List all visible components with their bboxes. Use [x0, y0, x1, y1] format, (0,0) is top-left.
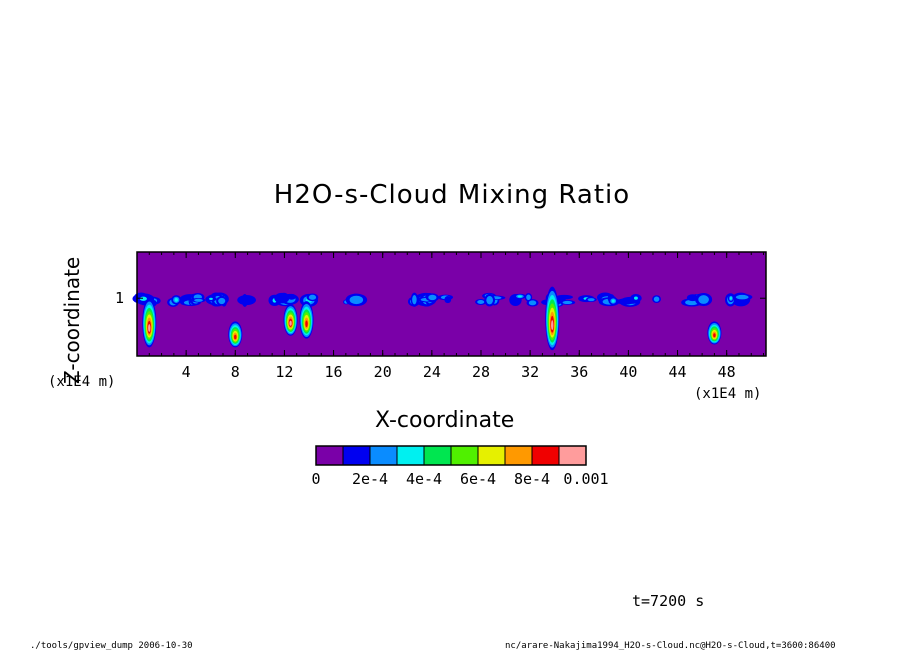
- cloud-layer-cell: [349, 295, 364, 305]
- cloud-layer-cell: [194, 298, 203, 302]
- y-tick-label: 1: [115, 289, 125, 308]
- cloud-layer-cell: [587, 298, 595, 302]
- x-tick-label: 16: [324, 363, 343, 381]
- x-tick-label: 32: [521, 363, 540, 381]
- y-axis-unit: (x1E4 m): [48, 374, 116, 390]
- x-tick-label: 24: [422, 363, 441, 381]
- colorbar-label: 4e-4: [405, 470, 443, 488]
- colorbar-swatch: [396, 445, 425, 466]
- x-axis-unit: (x1E4 m): [694, 386, 762, 402]
- colorbar-swatch: [504, 445, 533, 466]
- plot-area: [132, 251, 767, 357]
- cloud-layer-cell: [428, 294, 437, 301]
- cloud-feature-4: [551, 320, 554, 331]
- cloud-layer-cell: [308, 294, 317, 300]
- colorbar-swatch: [558, 445, 587, 466]
- colorbar-swatch: [531, 445, 560, 466]
- chart-title: H2O-s-Cloud Mixing Ratio: [273, 180, 631, 210]
- x-tick-label: 36: [570, 363, 589, 381]
- cloud-layer-cell: [412, 294, 417, 305]
- cloud-layer-cell: [477, 300, 485, 304]
- cloud-layer-cell: [486, 295, 494, 305]
- colorbar-label: 2e-4: [351, 470, 389, 488]
- cloud-layer-cell: [526, 294, 531, 301]
- cloud-layer-cell: [237, 294, 256, 306]
- cloud-layer-cell: [274, 292, 290, 304]
- footer-right: nc/arare-Nakajima1994_H2O-s-Cloud.nc@H2O…: [505, 641, 836, 651]
- x-tick-label: 40: [619, 363, 638, 381]
- x-tick-label: 12: [275, 363, 294, 381]
- cloud-layer-cell: [698, 295, 709, 304]
- colorbar-label: 0.001: [563, 470, 609, 488]
- colorbar-swatch: [477, 445, 506, 466]
- colorbar-label: 8e-4: [513, 470, 551, 488]
- colorbar-swatch: [450, 445, 479, 466]
- x-tick-label: 4: [181, 363, 191, 381]
- x-tick-label: 20: [373, 363, 392, 381]
- cloud-layer-cell: [209, 297, 213, 300]
- cloud-layer-cell: [287, 293, 296, 300]
- colorbar-swatch: [315, 445, 344, 466]
- cloud-layer-cell: [735, 294, 749, 300]
- colorbar-label: 0: [311, 470, 321, 488]
- cloud-layer-cell: [139, 296, 147, 301]
- x-tick-label: 28: [471, 363, 491, 381]
- cloud-layer-cell: [528, 300, 537, 306]
- cloud-layer-cell: [517, 295, 522, 298]
- plot-frame: [136, 251, 767, 357]
- cloud-feature-5: [713, 333, 716, 338]
- colorbar-frame: [315, 445, 587, 466]
- x-tick-label: 48: [717, 363, 736, 381]
- x-tick-label: 44: [668, 363, 687, 381]
- colorbar-swatch: [369, 445, 398, 466]
- x-axis-label: X-coordinate: [375, 408, 515, 433]
- colorbar-label: 6e-4: [459, 470, 497, 488]
- y-axis-label: Z-coordinate: [60, 256, 84, 384]
- cloud-layer-cell: [634, 296, 638, 300]
- cloud-layer-cell: [174, 297, 178, 302]
- cloud-layer-cell: [611, 299, 615, 303]
- colorbar: [315, 445, 587, 466]
- colorbar-swatch: [342, 445, 371, 466]
- cloud-layer-cell: [616, 298, 634, 305]
- cloud-layer-cell: [653, 296, 660, 302]
- x-tick-label: 8: [230, 363, 240, 381]
- footer-left: ./tools/gpview_dump 2006-10-30: [30, 641, 193, 651]
- time-annotation: t=7200 s: [632, 592, 705, 610]
- cloud-feature-2: [289, 320, 292, 326]
- cloud-layer-cell: [562, 300, 573, 305]
- cloud-layer-cell: [685, 299, 699, 306]
- cloud-layer-cell: [444, 296, 452, 304]
- cloud-feature-0: [148, 324, 151, 332]
- cloud-feature-3: [305, 320, 308, 328]
- cloud-feature-1: [234, 334, 237, 340]
- colorbar-swatch: [423, 445, 452, 466]
- cloud-layer-cell: [555, 294, 573, 300]
- cloud-layer-cell: [218, 297, 226, 305]
- cloud-layer-cell: [729, 296, 732, 300]
